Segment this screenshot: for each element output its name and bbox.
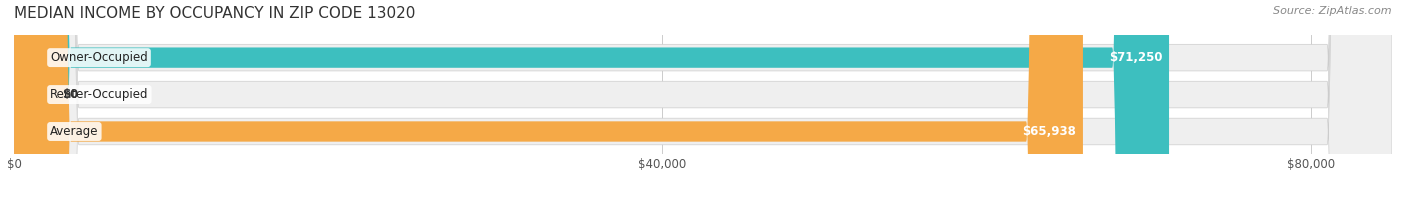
Text: $0: $0 [62,88,79,101]
FancyBboxPatch shape [14,0,1392,197]
Text: $65,938: $65,938 [1022,125,1076,138]
FancyBboxPatch shape [14,0,1083,197]
FancyBboxPatch shape [14,0,1392,197]
FancyBboxPatch shape [14,0,1168,197]
Text: MEDIAN INCOME BY OCCUPANCY IN ZIP CODE 13020: MEDIAN INCOME BY OCCUPANCY IN ZIP CODE 1… [14,6,415,21]
Text: Renter-Occupied: Renter-Occupied [51,88,149,101]
Text: Average: Average [51,125,98,138]
FancyBboxPatch shape [14,0,1392,197]
FancyBboxPatch shape [14,0,49,197]
Text: $71,250: $71,250 [1109,51,1163,64]
Text: Source: ZipAtlas.com: Source: ZipAtlas.com [1274,6,1392,16]
Text: Owner-Occupied: Owner-Occupied [51,51,148,64]
